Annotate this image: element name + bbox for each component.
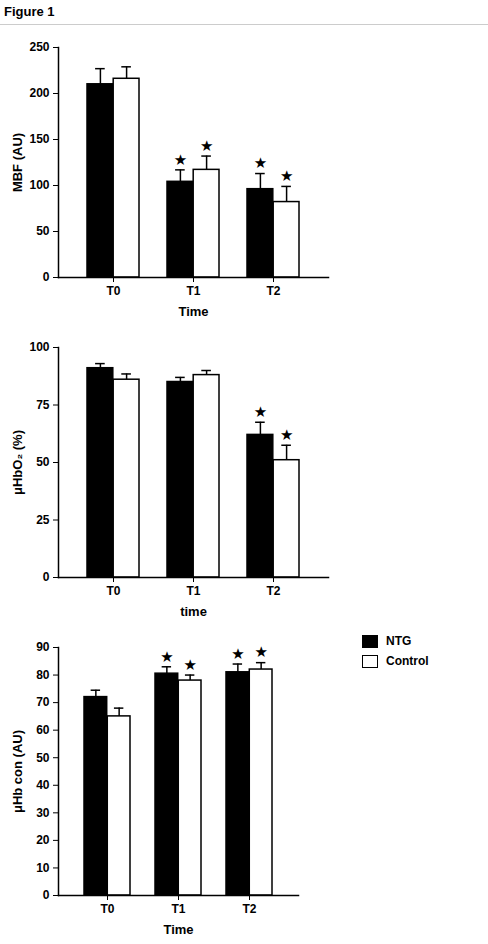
svg-text:T0: T0 <box>106 584 120 598</box>
svg-text:30: 30 <box>36 806 50 820</box>
svg-text:T2: T2 <box>266 584 280 598</box>
svg-text:★: ★ <box>254 154 267 172</box>
svg-text:★: ★ <box>280 426 293 444</box>
svg-text:100: 100 <box>29 340 49 354</box>
svg-text:★: ★ <box>280 167 293 185</box>
svg-text:50: 50 <box>36 751 50 765</box>
svg-text:T2: T2 <box>266 284 280 298</box>
svg-text:T1: T1 <box>186 284 200 298</box>
svg-text:10: 10 <box>36 861 50 875</box>
svg-text:0: 0 <box>43 270 50 284</box>
svg-text:★: ★ <box>174 151 187 169</box>
svg-text:T1: T1 <box>171 902 185 916</box>
svg-text:★: ★ <box>231 645 244 663</box>
svg-text:50: 50 <box>36 455 50 469</box>
svg-text:★: ★ <box>200 137 213 155</box>
svg-text:★: ★ <box>254 403 267 421</box>
svg-text:time: time <box>180 604 207 619</box>
svg-text:T2: T2 <box>242 902 256 916</box>
svg-text:0: 0 <box>43 888 50 902</box>
svg-text:250: 250 <box>29 40 49 54</box>
svg-text:150: 150 <box>29 132 49 146</box>
svg-text:T1: T1 <box>186 584 200 598</box>
svg-text:80: 80 <box>36 668 50 682</box>
svg-text:★: ★ <box>160 648 173 666</box>
svg-text:50: 50 <box>36 224 50 238</box>
svg-text:★: ★ <box>254 643 267 661</box>
svg-text:100: 100 <box>29 178 49 192</box>
svg-text:T0: T0 <box>106 284 120 298</box>
html-text:NTG: NTG <box>386 634 412 648</box>
svg-text:60: 60 <box>36 723 50 737</box>
svg-text:200: 200 <box>29 86 49 100</box>
svg-text:70: 70 <box>36 695 50 709</box>
html-text:Figure 1: Figure 1 <box>4 4 55 19</box>
svg-text:Time: Time <box>178 304 208 319</box>
svg-text:20: 20 <box>36 833 50 847</box>
svg-text:T0: T0 <box>100 902 114 916</box>
svg-text:0: 0 <box>43 570 50 584</box>
svg-text:μHb con (AU): μHb con (AU) <box>10 730 25 813</box>
svg-text:★: ★ <box>183 656 196 674</box>
html-text:Control: Control <box>386 654 429 668</box>
svg-text:75: 75 <box>36 398 50 412</box>
svg-text:Time: Time <box>163 922 193 937</box>
svg-text:MBF (AU): MBF (AU) <box>10 133 25 192</box>
svg-text:μHbO₂ (%): μHbO₂ (%) <box>10 430 25 495</box>
svg-text:40: 40 <box>36 778 50 792</box>
svg-text:25: 25 <box>36 513 50 527</box>
svg-text:90: 90 <box>36 640 50 654</box>
